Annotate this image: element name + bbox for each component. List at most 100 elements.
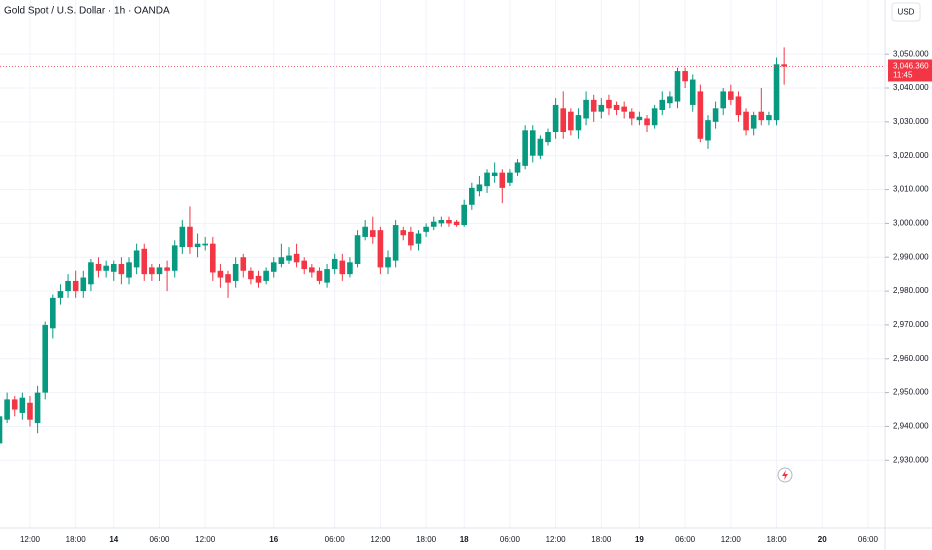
candle-body — [682, 71, 688, 82]
candle-body — [339, 260, 346, 275]
candle-body — [225, 274, 231, 283]
candle-body — [118, 264, 125, 275]
candle-body — [331, 258, 338, 270]
candle-body — [514, 162, 521, 173]
candle-body — [529, 130, 536, 156]
chart-title: Gold Spot / U.S. Dollar · 1h · OANDA — [4, 6, 170, 17]
y-tick-label: 2,930.000 — [893, 455, 929, 464]
x-tick-label: 18:00 — [591, 535, 612, 544]
x-tick-label: 06:00 — [325, 535, 346, 544]
candle-body — [583, 99, 589, 119]
candle-body — [674, 71, 681, 102]
candle-body — [728, 91, 734, 100]
y-tick-label: 3,000.000 — [893, 218, 929, 227]
candle-body — [613, 104, 620, 110]
candle-body — [560, 108, 567, 132]
candle-body — [72, 280, 79, 292]
x-tick-label: 18:00 — [416, 535, 437, 544]
candle-body — [286, 255, 292, 261]
candle-body — [133, 250, 140, 268]
candle-body — [651, 108, 658, 126]
candle-body — [164, 267, 170, 271]
candle-body — [430, 221, 437, 227]
candle-body — [126, 262, 132, 278]
candle-body — [507, 172, 513, 183]
candle-body — [606, 99, 612, 109]
candle-body — [57, 291, 64, 298]
candle-body — [552, 104, 559, 132]
x-tick-label: 19 — [635, 535, 644, 544]
candle-body — [697, 91, 704, 139]
candle-body — [545, 132, 551, 143]
candles — [0, 47, 787, 444]
x-tick-label: 18:00 — [66, 535, 87, 544]
candle-body — [644, 118, 650, 126]
candle-body — [149, 267, 155, 275]
candle-body — [240, 257, 247, 271]
candle-body — [194, 243, 201, 248]
candle-body — [80, 277, 87, 292]
candle-body — [621, 106, 627, 112]
candle-body — [461, 204, 467, 226]
candle-body — [423, 226, 429, 232]
y-tick-label: 2,970.000 — [893, 320, 929, 329]
candle-body — [95, 264, 102, 271]
candle-body — [0, 416, 3, 444]
candle-body — [179, 226, 186, 248]
candle-body — [255, 275, 262, 283]
candle-body — [187, 226, 193, 248]
candle-body — [354, 235, 361, 264]
y-tick-label: 2,990.000 — [893, 252, 929, 261]
candle-body — [400, 230, 407, 236]
y-tick-label: 2,980.000 — [893, 286, 929, 295]
candle-body — [636, 116, 643, 121]
candle-body — [392, 225, 399, 261]
replay-icon[interactable] — [777, 467, 793, 483]
currency-button[interactable] — [891, 2, 921, 22]
candle-body — [750, 115, 757, 129]
candle-body — [385, 257, 391, 268]
x-tick-label: 06:00 — [858, 535, 879, 544]
candle-body — [415, 233, 422, 244]
y-tick-label: 3,030.000 — [893, 117, 929, 126]
candle-body — [309, 267, 315, 273]
candle-body — [217, 270, 224, 278]
candle-body — [408, 231, 414, 246]
candle-body — [667, 96, 673, 104]
candle-body — [377, 230, 384, 268]
candle-body — [248, 270, 254, 280]
currency: USD — [898, 8, 915, 17]
candle-body — [735, 96, 742, 116]
y-tick-label: 3,040.000 — [893, 83, 929, 92]
candle-body — [324, 269, 330, 283]
candle-body — [316, 270, 323, 281]
candle-body — [484, 172, 490, 187]
candle-body — [171, 245, 178, 271]
candle-body — [758, 111, 765, 121]
candle-body — [689, 79, 696, 105]
y-tick-label: 3,010.000 — [893, 185, 929, 194]
y-tick-label: 2,950.000 — [893, 388, 929, 397]
candle-body — [4, 399, 10, 420]
x-tick-label: 06:00 — [149, 535, 170, 544]
candle-body — [141, 248, 148, 275]
y-tick-label: 2,940.000 — [893, 422, 929, 431]
candle-body — [278, 257, 285, 264]
x-tick-label: 12:00 — [721, 535, 742, 544]
candle-body — [232, 264, 239, 281]
x-tick-label: 14 — [109, 535, 118, 544]
candle-body — [42, 324, 49, 393]
candle-body — [659, 99, 666, 110]
candle-body — [446, 220, 452, 224]
candle-body — [628, 111, 635, 119]
candle-body — [743, 111, 749, 131]
candle-body — [263, 270, 269, 281]
candle-body — [293, 253, 300, 263]
candle-body — [19, 397, 26, 413]
x-tick-label: 12:00 — [370, 535, 391, 544]
candle-body — [11, 399, 18, 410]
candle-body — [537, 138, 544, 156]
candle-body — [590, 99, 597, 112]
